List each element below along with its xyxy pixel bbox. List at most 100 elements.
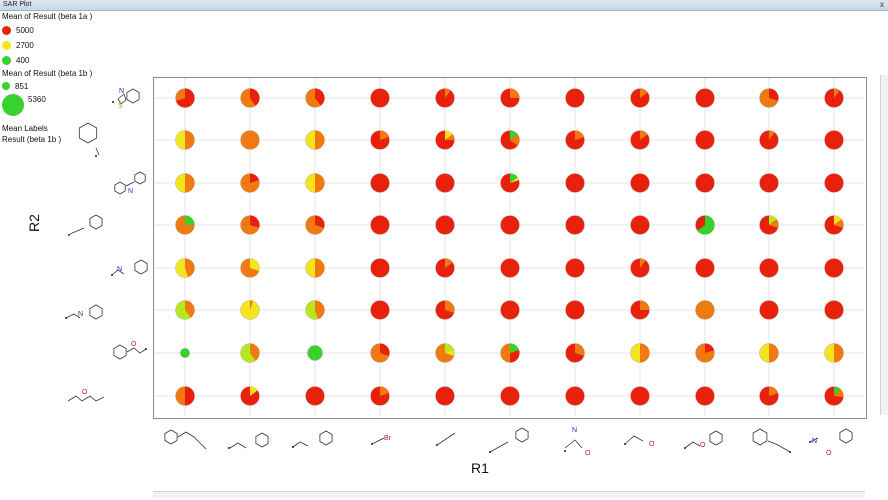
legend-color-item: 5000: [2, 24, 34, 36]
pie-slice: [510, 134, 520, 146]
pie-point: [630, 173, 650, 193]
pie-slice: [510, 173, 518, 183]
attachment-point: [436, 444, 438, 446]
vertical-scrollbar[interactable]: [880, 75, 888, 415]
legend-size-small: [2, 82, 10, 90]
atom-label: N: [128, 188, 133, 195]
pie-point: [695, 173, 715, 193]
legend-color-item: 2700: [2, 39, 34, 51]
attachment-point: [65, 317, 67, 319]
ring: [134, 171, 146, 185]
pie-slice: [834, 219, 844, 228]
window-title: SAR Plot: [3, 1, 32, 8]
legend-color-label: 2700: [16, 40, 34, 50]
pie-point: [500, 258, 520, 278]
pie-slice: [769, 343, 779, 363]
attachment-point: [489, 451, 491, 453]
bond: [69, 227, 85, 235]
legend-size-item: 5360: [2, 94, 46, 116]
pie-slice: [250, 258, 260, 271]
pie-point: [695, 130, 715, 150]
pie-slice: [769, 386, 779, 396]
pie-point: [565, 386, 585, 406]
legend-color-header: Mean of Result (beta 1a ): [2, 12, 93, 21]
ring: [117, 93, 127, 105]
pie-slice: [640, 343, 650, 363]
pie-slice: [445, 258, 453, 268]
pie-slice: [769, 130, 775, 140]
atom-label: O: [585, 450, 591, 457]
legend-labels-sub: Result (beta 1b ): [2, 135, 62, 144]
pie-slice: [834, 343, 844, 363]
attachment-point: [292, 446, 294, 448]
pie-slice: [250, 386, 258, 396]
atom-label: N: [812, 438, 817, 445]
bond: [65, 313, 81, 319]
pie-slice: [445, 300, 455, 313]
attachment-point: [95, 155, 97, 157]
pie-slice: [185, 130, 195, 150]
pie-slice: [315, 88, 325, 106]
ring: [89, 214, 103, 230]
attachment-point: [371, 443, 373, 445]
legend-swatch-green: [2, 55, 11, 65]
pie-slice: [510, 177, 520, 183]
atom-label: O: [649, 441, 655, 448]
attachment-point: [809, 441, 811, 443]
bond: [371, 437, 385, 445]
pie-slice: [185, 173, 195, 193]
pie-point: [565, 88, 585, 108]
pie-point: [630, 386, 650, 406]
legend-size-large: [2, 94, 24, 116]
legend-color-label: 400: [16, 55, 30, 65]
pie-slice: [510, 88, 520, 98]
pie-point: [759, 173, 779, 193]
legend-size-item: 851: [2, 80, 28, 92]
pie-point: [565, 215, 585, 235]
ring: [134, 259, 148, 275]
atom-label: N: [117, 266, 122, 273]
pie-slice: [445, 343, 455, 353]
pie-slice: [640, 88, 648, 98]
pie-point: [695, 386, 715, 406]
atom-label: O: [826, 450, 832, 457]
pie-point: [435, 215, 455, 235]
pie-slice: [697, 215, 715, 235]
pie-slice: [445, 134, 455, 140]
attachment-point: [112, 101, 114, 103]
attachment-point: [68, 234, 70, 236]
ring: [709, 430, 723, 446]
bond: [436, 432, 456, 446]
close-icon[interactable]: x: [880, 0, 884, 9]
ring: [515, 427, 529, 443]
pie-point: [759, 258, 779, 278]
pie-point: [240, 130, 260, 150]
pie-slice: [640, 300, 650, 310]
pie-slice: [315, 215, 325, 228]
bond: [67, 395, 105, 402]
pie-slice: [250, 343, 260, 361]
bond: [292, 441, 309, 448]
pie-slice: [250, 215, 260, 228]
pie-point: [824, 258, 844, 278]
horizontal-scrollbar[interactable]: [153, 491, 865, 498]
attachment-point: [111, 274, 113, 276]
attachment-point: [684, 447, 686, 449]
pie-point: [565, 258, 585, 278]
bond: [767, 440, 791, 453]
atom-label: O: [82, 389, 88, 396]
pie-point: [630, 215, 650, 235]
attachment-point: [624, 443, 626, 445]
pie-slice: [640, 258, 646, 268]
ring: [255, 432, 269, 448]
pie-point: [695, 258, 715, 278]
pie-point: [180, 348, 190, 358]
pie-slice: [510, 343, 520, 353]
pie-point: [759, 300, 779, 320]
bond: [126, 347, 147, 354]
ring: [78, 122, 98, 144]
legend-size-label: 5360: [28, 95, 46, 104]
ring: [113, 344, 127, 360]
pie-point: [500, 300, 520, 320]
